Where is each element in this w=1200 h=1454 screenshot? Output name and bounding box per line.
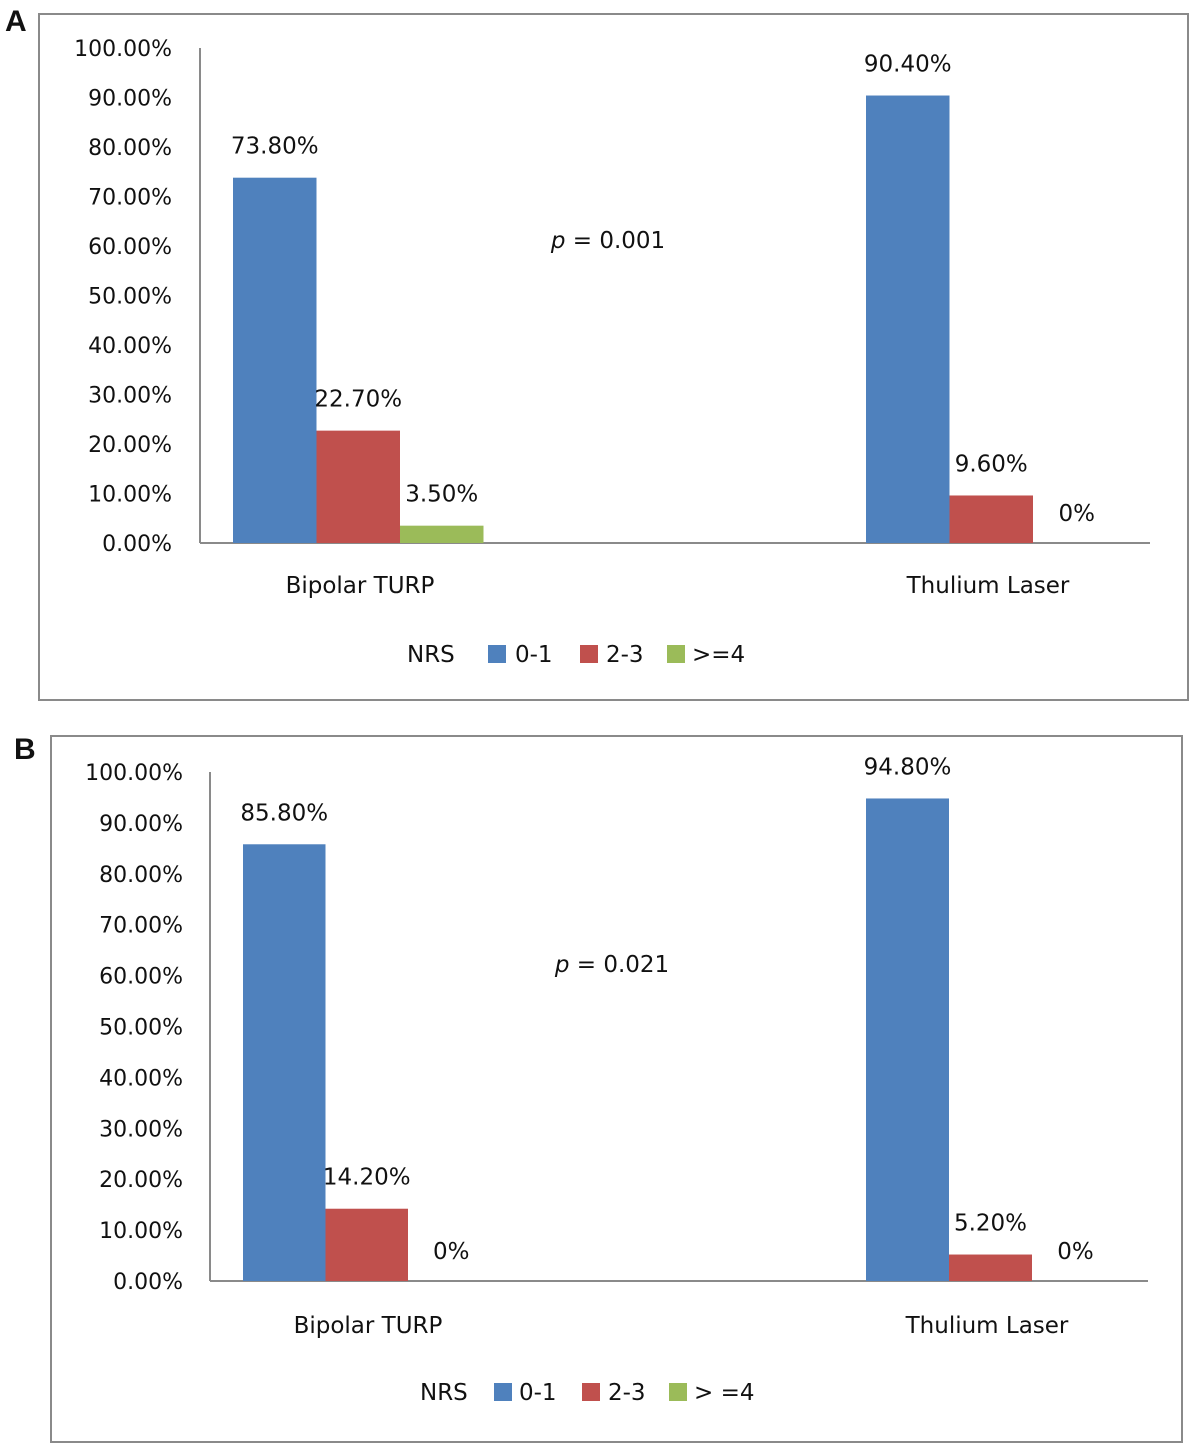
y-tick-label: 80.00%	[88, 136, 172, 161]
data-label: 9.60%	[955, 451, 1028, 477]
bar-01-0	[233, 177, 317, 543]
y-tick-label: 60.00%	[99, 965, 183, 990]
y-tick-label: 60.00%	[88, 235, 172, 260]
legend-swatch	[667, 645, 685, 663]
legend-label: >=4	[692, 642, 745, 668]
y-tick-label: 50.00%	[88, 285, 172, 310]
p-value: = 0.021	[569, 952, 669, 978]
data-label: 85.80%	[240, 800, 328, 826]
p-value-annotation: p = 0.001	[550, 228, 665, 254]
legend-label: 2-3	[606, 642, 644, 668]
chart-frame-b	[50, 735, 1183, 1443]
bar-23-1	[949, 495, 1033, 543]
x-category-label: Bipolar TURP	[286, 573, 435, 599]
y-tick-label: 90.00%	[88, 87, 172, 112]
y-tick-label: 100.00%	[74, 37, 172, 62]
bar-01-1	[866, 798, 949, 1281]
y-tick-label: 90.00%	[99, 812, 183, 837]
p-symbol: p	[554, 952, 570, 978]
legend-title: NRS	[407, 642, 455, 668]
data-label: 5.20%	[954, 1211, 1027, 1237]
legend-title: NRS	[420, 1380, 468, 1406]
p-symbol: p	[550, 228, 566, 254]
y-tick-label: 30.00%	[88, 384, 172, 409]
x-category-label: Bipolar TURP	[294, 1313, 443, 1339]
y-tick-label: 10.00%	[88, 483, 172, 508]
data-label: 73.80%	[231, 134, 319, 160]
legend-label: > =4	[694, 1380, 755, 1406]
x-category-label: Thulium Laser	[906, 573, 1070, 599]
p-value: = 0.001	[565, 228, 665, 254]
legend-swatch	[488, 645, 506, 663]
data-label: 0%	[1059, 501, 1096, 527]
bar-23-0	[316, 430, 400, 543]
legend-label: 0-1	[515, 642, 553, 668]
bar-23-1	[949, 1254, 1032, 1281]
data-label: 0%	[433, 1239, 470, 1265]
y-tick-label: 100.00%	[85, 761, 183, 786]
y-tick-label: 20.00%	[88, 433, 172, 458]
legend-swatch	[580, 645, 598, 663]
data-label: 3.50%	[405, 482, 478, 508]
y-tick-label: 70.00%	[99, 914, 183, 939]
legend-swatch	[494, 1383, 512, 1401]
y-tick-label: 10.00%	[99, 1219, 183, 1244]
p-value-annotation: p = 0.021	[554, 952, 669, 978]
legend-swatch	[582, 1383, 600, 1401]
panel-label-a: A	[5, 5, 27, 38]
data-label: 22.70%	[314, 387, 402, 413]
y-tick-label: 70.00%	[88, 186, 172, 211]
bar-01-0	[243, 844, 326, 1281]
y-tick-label: 50.00%	[99, 1016, 183, 1041]
data-label: 90.40%	[864, 52, 952, 78]
legend-swatch	[669, 1383, 687, 1401]
bar-01-1	[866, 95, 950, 544]
data-label: 0%	[1057, 1239, 1094, 1265]
y-tick-label: 0.00%	[102, 532, 172, 557]
chart-frame-a	[38, 13, 1189, 701]
data-label: 94.80%	[864, 754, 952, 780]
legend-label: 0-1	[519, 1380, 557, 1406]
panel-label-b: B	[14, 733, 36, 766]
y-tick-label: 30.00%	[99, 1117, 183, 1142]
data-label: 14.20%	[323, 1165, 411, 1191]
legend-label: 2-3	[608, 1380, 646, 1406]
y-tick-label: 0.00%	[113, 1270, 183, 1295]
bar-23-0	[325, 1208, 408, 1281]
y-tick-label: 80.00%	[99, 863, 183, 888]
x-category-label: Thulium Laser	[905, 1313, 1069, 1339]
y-tick-label: 40.00%	[88, 334, 172, 359]
bar-4-0	[400, 525, 484, 543]
y-tick-label: 20.00%	[99, 1168, 183, 1193]
y-tick-label: 40.00%	[99, 1066, 183, 1091]
